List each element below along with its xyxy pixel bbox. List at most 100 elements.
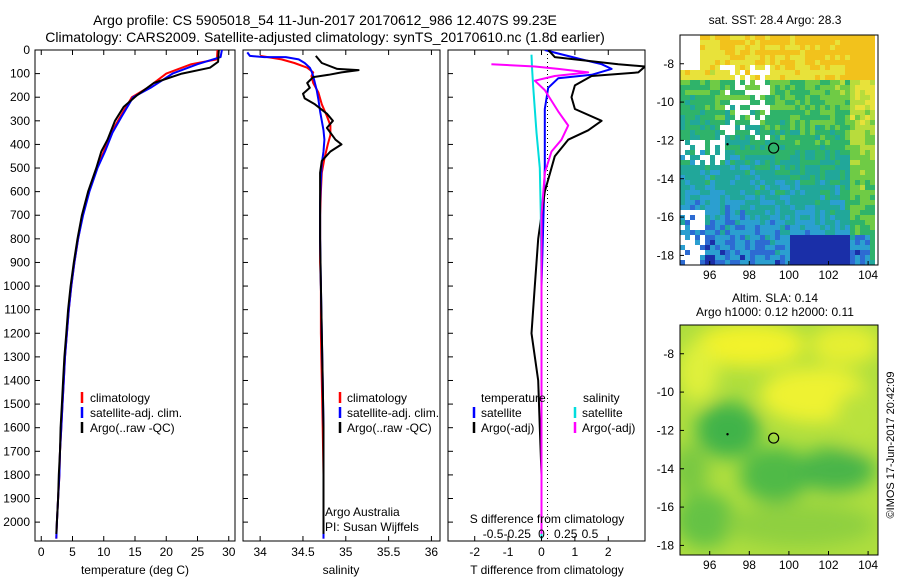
sst-map-cell: [780, 135, 785, 140]
sst-map-cell: [810, 40, 815, 45]
sst-map-cell: [855, 125, 860, 130]
sst-map-cell: [690, 230, 695, 235]
sst-map-cell: [740, 195, 745, 200]
sst-map-cell: [850, 150, 855, 155]
sst-map-cell: [800, 130, 805, 135]
sst-map-cell: [740, 150, 745, 155]
sst-map-cell: [810, 245, 815, 250]
sst-map-cell: [790, 65, 795, 70]
sst-map-cell: [855, 180, 860, 185]
sst-map-cell: [725, 55, 730, 60]
sst-map-cell: [800, 65, 805, 70]
sst-map-cell: [730, 45, 735, 50]
sst-map-cell: [855, 170, 860, 175]
sst-map-cell: [760, 110, 765, 115]
sst-map-cell: [775, 215, 780, 220]
sst-map-cell: [725, 145, 730, 150]
sst-map-cell: [710, 80, 715, 85]
sst-map-cell: [705, 235, 710, 240]
sst-map-cell: [715, 175, 720, 180]
salinity-x-label: salinity: [323, 563, 360, 577]
sst-map-cell: [850, 85, 855, 90]
sst-map-cell: [745, 175, 750, 180]
sst-map-cell: [870, 145, 875, 150]
sst-map-cell: [685, 225, 690, 230]
sst-map-cell: [705, 65, 710, 70]
sst-map-cell: [800, 110, 805, 115]
sst-map-cell: [745, 120, 750, 125]
sst-map-cell: [685, 220, 690, 225]
sst-map-cell: [815, 215, 820, 220]
sst-map-cell: [840, 175, 845, 180]
x-tick-label: 34: [253, 545, 267, 559]
sst-map-cell: [825, 235, 830, 240]
difference-x-axis: -2 -1 0 1 2-0.5 -0.25 0 0.25 0.5: [469, 50, 612, 559]
difference-line-s-satellite: [530, 54, 543, 539]
sst-map-cell: [810, 100, 815, 105]
sst-map-cell: [680, 95, 685, 100]
sst-map-cell: [850, 195, 855, 200]
sst-map-cell: [835, 190, 840, 195]
sst-map-cell: [735, 225, 740, 230]
sst-map-cell: [870, 195, 875, 200]
sst-map-cell: [830, 90, 835, 95]
sst-map-cell: [715, 255, 720, 260]
sst-map-cell: [765, 220, 770, 225]
sst-map-cell: [715, 120, 720, 125]
sst-map-cell: [690, 180, 695, 185]
sst-map-cell: [840, 190, 845, 195]
sst-map-cell: [765, 215, 770, 220]
sst-map-cell: [850, 220, 855, 225]
sst-map-cell: [820, 95, 825, 100]
sst-map-cell: [865, 180, 870, 185]
sst-map-cell: [770, 70, 775, 75]
sst-map-cell: [770, 235, 775, 240]
sst-map-cell: [765, 200, 770, 205]
sst-map-cell: [865, 95, 870, 100]
sst-map-cell: [715, 165, 720, 170]
sst-map-cell: [695, 90, 700, 95]
sst-map-cell: [830, 95, 835, 100]
sst-map-cell: [705, 45, 710, 50]
sst-map-cell: [780, 205, 785, 210]
sst-map-cell: [860, 60, 865, 65]
legend-label-satellite: satellite-adj. clim.: [347, 406, 439, 420]
sst-map-cell: [725, 170, 730, 175]
sst-map-cell: [765, 80, 770, 85]
sst-map-cell: [815, 255, 820, 260]
sst-map-cell: [840, 200, 845, 205]
sst-map-cell: [800, 60, 805, 65]
sst-map-cell: [815, 200, 820, 205]
sst-map-cell: [695, 50, 700, 55]
sst-map-cell: [785, 110, 790, 115]
sst-map-cell: [850, 35, 855, 40]
sst-map-cell: [835, 230, 840, 235]
sst-map-cell: [805, 95, 810, 100]
sst-map-cell: [755, 140, 760, 145]
sst-map-cell: [755, 225, 760, 230]
sst-map-cell: [710, 120, 715, 125]
sst-map-cell: [830, 35, 835, 40]
sst-map-cell: [845, 65, 850, 70]
sst-map-cell: [810, 230, 815, 235]
sst-map-cell: [865, 60, 870, 65]
sst-map-cell: [805, 100, 810, 105]
sst-map-cell: [715, 125, 720, 130]
salinity-line-climatology: [259, 54, 332, 539]
sst-map-cell: [725, 50, 730, 55]
sst-map-cell: [755, 100, 760, 105]
s-tick-label: -0.25: [504, 527, 532, 541]
sst-map-cell: [735, 200, 740, 205]
sst-map-cell: [695, 115, 700, 120]
sst-map-cell: [680, 170, 685, 175]
sst-map-cell: [805, 250, 810, 255]
sst-map-cell: [795, 120, 800, 125]
temperature-x-axis: 0 5 10 15 20 25 30: [38, 50, 236, 559]
sst-map-cell: [760, 225, 765, 230]
sst-map-cell: [845, 230, 850, 235]
sst-map-cell: [795, 90, 800, 95]
sst-map-cell: [805, 110, 810, 115]
sst-map-cell: [835, 75, 840, 80]
sst-float-marker: [768, 142, 780, 154]
sst-map-cell: [810, 125, 815, 130]
